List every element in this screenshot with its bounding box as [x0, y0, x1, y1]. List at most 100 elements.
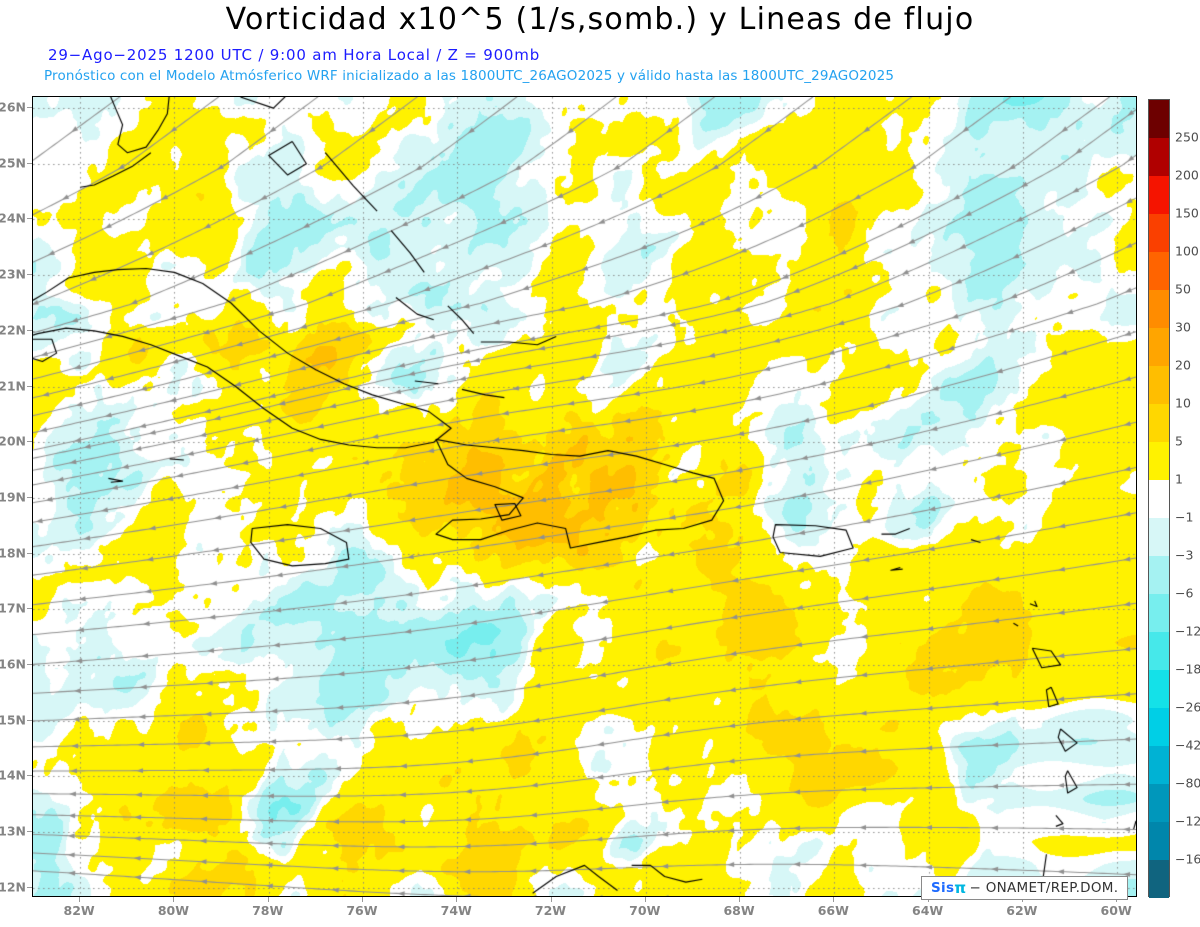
colorbar-tick-label: 10 [1175, 395, 1191, 411]
colorbar-tick-label: −120 [1175, 813, 1200, 829]
lat-tick-label: 26N [0, 99, 26, 115]
lon-tick-label: 70W [629, 903, 661, 918]
lon-tick-mark [173, 897, 175, 902]
colorbar-tick-label: 5 [1175, 433, 1183, 449]
lat-tick-mark [27, 886, 32, 888]
colorbar-band [1149, 442, 1169, 480]
lat-tick-mark [27, 107, 32, 109]
colorbar-tick-label: −6 [1175, 585, 1194, 601]
lat-tick-label: 21N [0, 378, 26, 394]
lat-tick-mark [27, 775, 32, 777]
lon-tick-mark [739, 897, 741, 902]
lat-tick-mark [27, 552, 32, 554]
run-time-subtitle: 29−Ago−2025 1200 UTC / 9:00 am Hora Loca… [48, 46, 541, 64]
lon-tick-label: 64W [912, 903, 944, 918]
lon-tick-mark [79, 897, 81, 902]
brand-label: Sis [931, 880, 955, 896]
colorbar-band [1149, 176, 1169, 214]
colorbar-band [1149, 822, 1169, 860]
colorbar-tick-label: −12 [1175, 623, 1200, 639]
colorbar-tick-label: 250 [1175, 129, 1199, 145]
colorbar-tick-label: 150 [1175, 205, 1199, 221]
lon-tick-label: 80W [157, 903, 189, 918]
lon-tick-mark [267, 897, 269, 902]
lat-tick-mark [27, 162, 32, 164]
colorbar-band [1149, 480, 1169, 518]
lat-tick-label: 17N [0, 600, 26, 616]
colorbar-band [1149, 632, 1169, 670]
lon-tick-mark [361, 897, 363, 902]
colorbar-band [1149, 214, 1169, 252]
colorbar-band [1149, 100, 1169, 138]
colorbar-band [1149, 556, 1169, 594]
lon-tick-mark [644, 897, 646, 902]
page-title: Vorticidad x10^5 (1/s,somb.) y Lineas de… [225, 2, 975, 37]
colorbar-tick-label: −42 [1175, 737, 1200, 753]
lat-tick-mark [27, 274, 32, 276]
colorbar-band [1149, 670, 1169, 708]
lon-tick-label: 78W [252, 903, 284, 918]
colorbar-tick-label: 20 [1175, 357, 1191, 373]
colorbar-tick-label: −80 [1175, 775, 1200, 791]
lat-tick-mark [27, 329, 32, 331]
colorbar-tick-label: −3 [1175, 547, 1194, 563]
brand-symbol-icon: π [954, 879, 967, 897]
lon-tick-label: 62W [1006, 903, 1038, 918]
lat-tick-mark [27, 663, 32, 665]
lon-tick-mark [833, 897, 835, 902]
lat-tick-label: 19N [0, 489, 26, 505]
lat-tick-mark [27, 218, 32, 220]
model-info-subtitle: Pronóstico con el Modelo Atmósferico WRF… [44, 68, 895, 84]
lat-tick-label: 25N [0, 155, 26, 171]
lat-tick-mark [27, 441, 32, 443]
colorbar-band [1149, 138, 1169, 176]
lat-tick-mark [27, 719, 32, 721]
map-plot-area[interactable] [32, 96, 1137, 897]
colorbar-band [1149, 746, 1169, 784]
lon-tick-label: 74W [440, 903, 472, 918]
lon-tick-label: 82W [63, 903, 95, 918]
lat-tick-label: 14N [0, 767, 26, 783]
lon-tick-mark [550, 897, 552, 902]
lon-tick-label: 66W [817, 903, 849, 918]
colorbar-tick-label: 50 [1175, 281, 1191, 297]
colorbar-band [1149, 328, 1169, 366]
streamline-and-coastline-layer [33, 97, 1136, 896]
lat-tick-mark [27, 830, 32, 832]
lat-tick-label: 20N [0, 433, 26, 449]
lon-tick-label: 60W [1100, 903, 1132, 918]
lat-tick-label: 22N [0, 322, 26, 338]
lon-tick-mark [456, 897, 458, 902]
lat-tick-label: 13N [0, 823, 26, 839]
lat-tick-mark [27, 385, 32, 387]
lat-tick-label: 12N [0, 879, 26, 895]
colorbar-tick-label: −1 [1175, 509, 1194, 525]
colorbar-band [1149, 708, 1169, 746]
colorbar-tick-label: −160 [1175, 851, 1200, 867]
organization-label: − ONAMET/REP.DOM. [969, 880, 1119, 896]
lon-tick-label: 76W [346, 903, 378, 918]
lat-tick-label: 18N [0, 545, 26, 561]
colorbar-tick-label: −18 [1175, 661, 1200, 677]
colorbar-band [1149, 366, 1169, 404]
colorbar-tick-label: 200 [1175, 167, 1199, 183]
lat-tick-label: 24N [0, 210, 26, 226]
colorbar-band [1149, 252, 1169, 290]
colorbar-tick-label: 1 [1175, 471, 1183, 487]
lat-tick-mark [27, 496, 32, 498]
colorbar-band [1149, 290, 1169, 328]
lat-tick-mark [27, 608, 32, 610]
colorbar-tick-label: 30 [1175, 319, 1191, 335]
lon-tick-label: 68W [723, 903, 755, 918]
credit-badge: Sis π − ONAMET/REP.DOM. [921, 876, 1129, 900]
lat-tick-label: 16N [0, 656, 26, 672]
colorbar-band [1149, 404, 1169, 442]
colorbar-band [1149, 518, 1169, 556]
colorbar-band [1149, 860, 1169, 898]
colorbar[interactable] [1148, 99, 1170, 898]
colorbar-tick-label: 100 [1175, 243, 1199, 259]
lon-tick-label: 72W [534, 903, 567, 918]
colorbar-band [1149, 594, 1169, 632]
latitude-axis: 26N 25N 24N 23N 22N 21N 20N 19N 18N 17N 16N 15N 14N 1… [0, 0, 32, 927]
